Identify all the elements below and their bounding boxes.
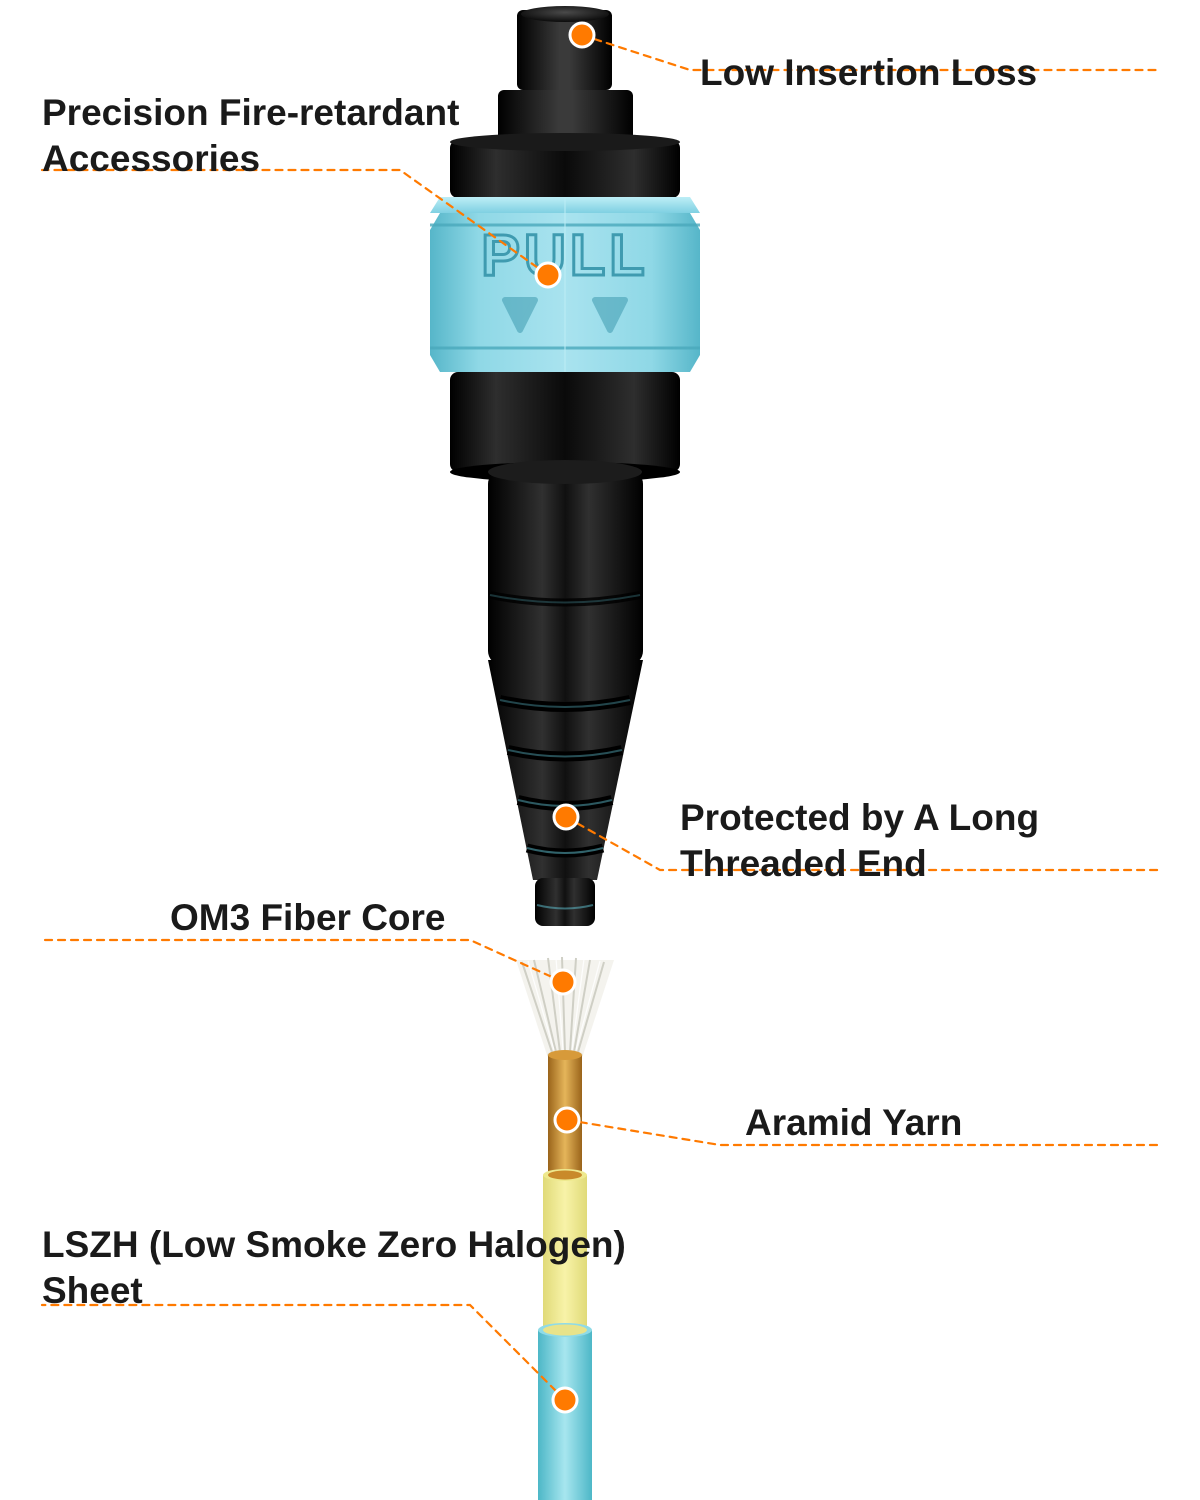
- boot-taper: [488, 660, 643, 880]
- fiber-core: [516, 957, 614, 1060]
- leader-dot: [555, 1108, 579, 1132]
- diagram-stage: PULL: [0, 0, 1200, 1500]
- label-aramid-yarn: Aramid Yarn: [745, 1100, 962, 1146]
- leader-lines: [42, 23, 1160, 1412]
- leader-line: [42, 1305, 565, 1400]
- leader-dot: [536, 263, 560, 287]
- connector-group: PULL: [430, 6, 700, 926]
- label-low-insertion-loss: Low Insertion Loss: [700, 50, 1037, 96]
- leader-line: [42, 940, 563, 982]
- pull-housing: PULL: [430, 197, 700, 372]
- label-om3-fiber-core: OM3 Fiber Core: [170, 895, 446, 941]
- svg-text:PULL: PULL: [481, 223, 648, 288]
- leader-dot: [570, 23, 594, 47]
- leader-dot: [554, 805, 578, 829]
- label-lszh-sheet: LSZH (Low Smoke Zero Halogen) Sheet: [42, 1222, 626, 1315]
- leader-line: [42, 170, 548, 275]
- leader-dot: [553, 1388, 577, 1412]
- leader-dot: [551, 970, 575, 994]
- label-precision-fire-retardant: Precision Fire-retardant Accessories: [42, 90, 459, 183]
- label-protected-threaded-end: Protected by A Long Threaded End: [680, 795, 1039, 888]
